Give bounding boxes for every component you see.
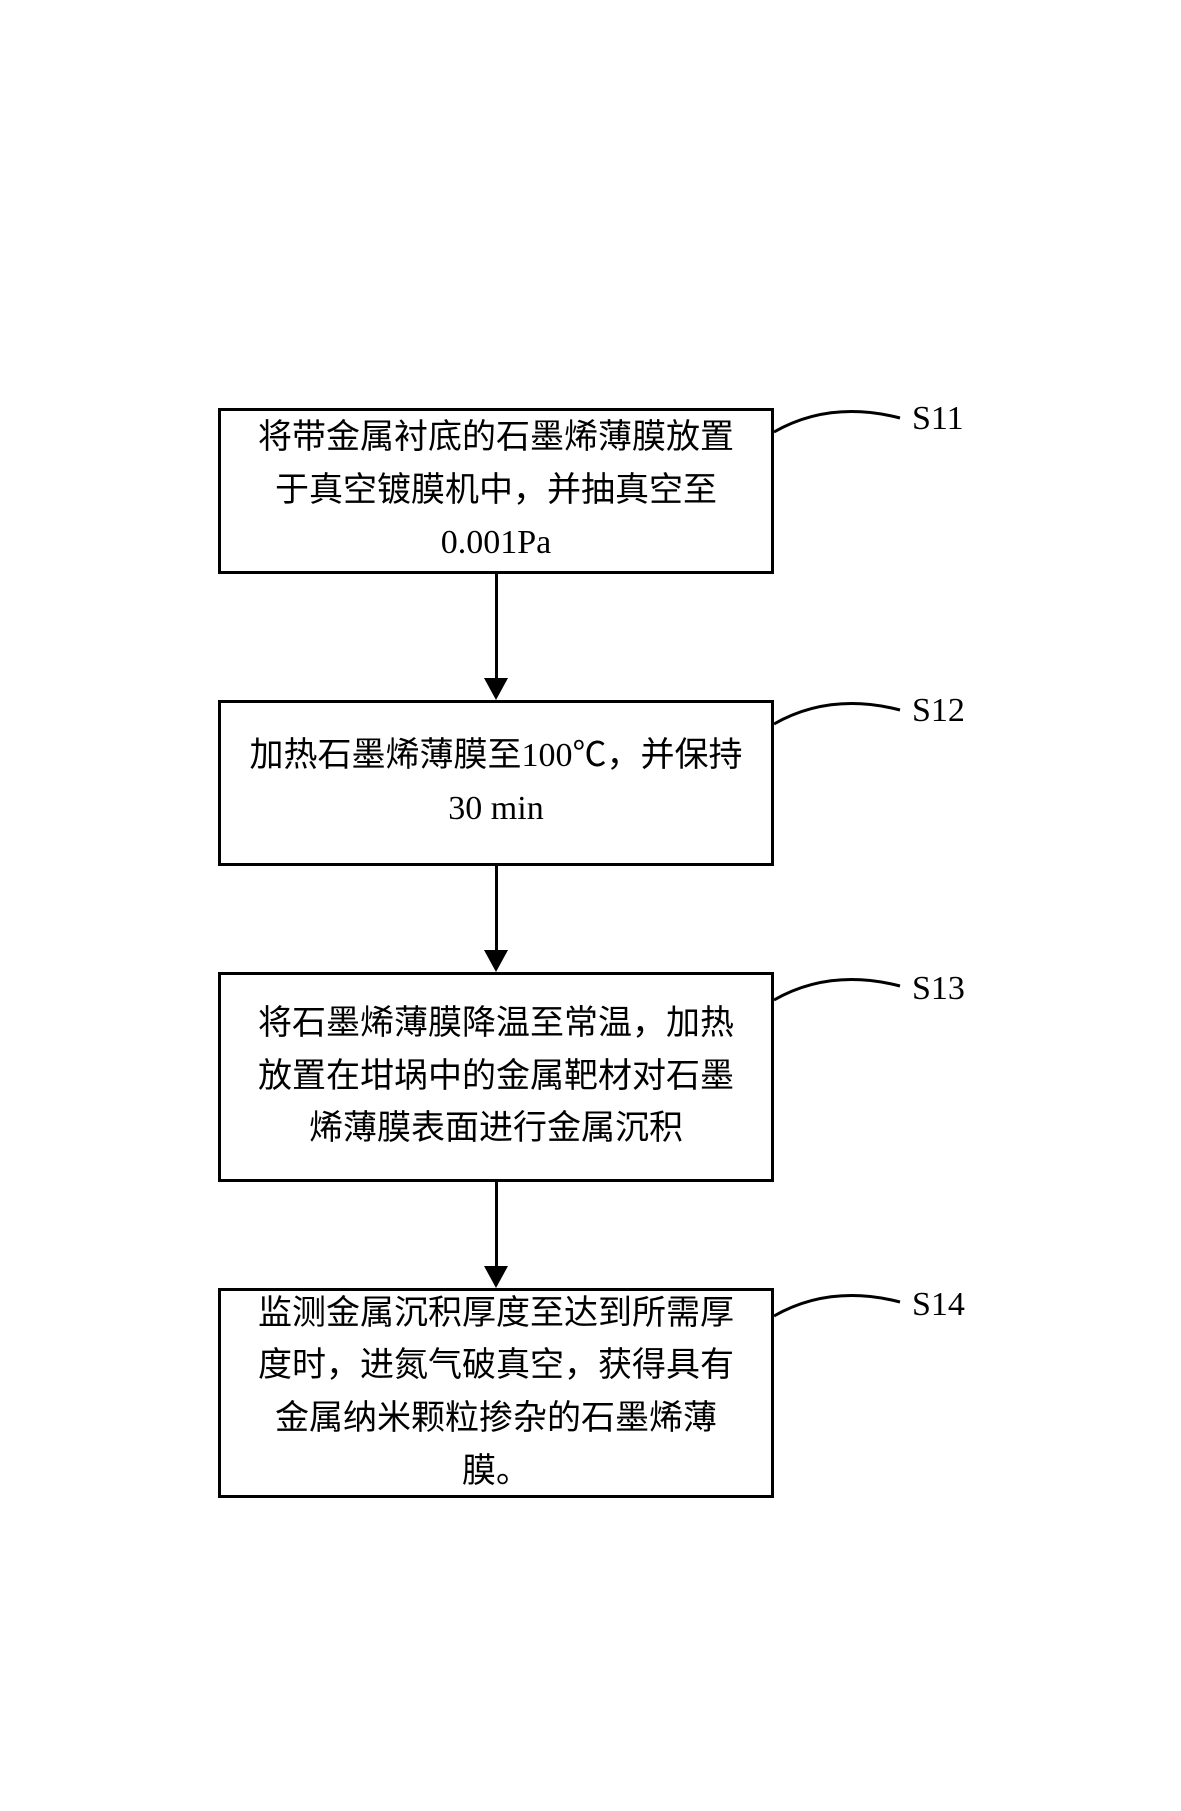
flow-step-text: 监测金属沉积厚度至达到所需厚度时，进氮气破真空，获得具有金属纳米颗粒掺杂的石墨烯… [245,1288,747,1499]
flowchart-canvas: 将带金属衬底的石墨烯薄膜放置于真空镀膜机中，并抽真空至0.001Pa S11 加热石… [0,0,1181,1811]
flow-step-label: S12 [912,692,965,730]
leader-line [770,964,904,1004]
connector-line [495,866,498,950]
flow-step-s11: 将带金属衬底的石墨烯薄膜放置于真空镀膜机中，并抽真空至0.001Pa [218,408,774,574]
flow-step-label: S14 [912,1286,965,1324]
leader-line [770,396,904,436]
connector-line [495,1182,498,1266]
connector-arrowhead [484,1266,508,1288]
flow-step-text: 加热石墨烯薄膜至100℃，并保持30 min [245,730,747,835]
flow-step-text: 将石墨烯薄膜降温至常温，加热放置在坩埚中的金属靶材对石墨烯薄膜表面进行金属沉积 [245,998,747,1156]
connector-arrowhead [484,950,508,972]
connector-arrowhead [484,678,508,700]
flow-step-s13: 将石墨烯薄膜降温至常温，加热放置在坩埚中的金属靶材对石墨烯薄膜表面进行金属沉积 [218,972,774,1182]
leader-line [770,1280,904,1320]
flow-step-s14: 监测金属沉积厚度至达到所需厚度时，进氮气破真空，获得具有金属纳米颗粒掺杂的石墨烯… [218,1288,774,1498]
flow-step-label: S13 [912,970,965,1008]
flow-step-s12: 加热石墨烯薄膜至100℃，并保持30 min [218,700,774,866]
connector-line [495,574,498,678]
flow-step-label: S11 [912,400,964,438]
leader-line [770,688,904,728]
flow-step-text: 将带金属衬底的石墨烯薄膜放置于真空镀膜机中，并抽真空至0.001Pa [245,412,747,570]
